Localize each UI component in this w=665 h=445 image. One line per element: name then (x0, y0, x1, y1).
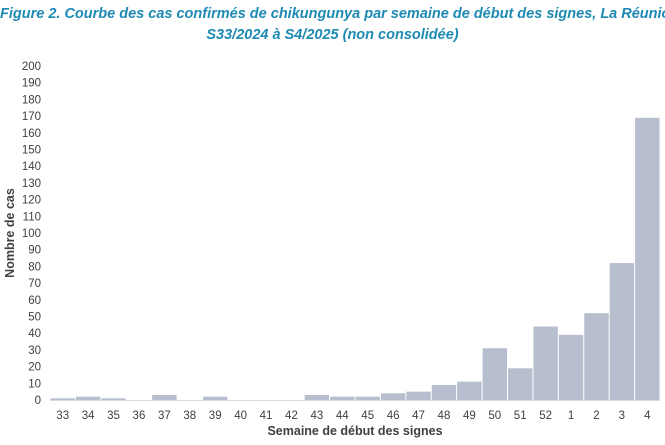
bars (50, 117, 660, 401)
y-tick-label: 180 (22, 94, 41, 106)
x-axis-label: Semaine de début des signes (267, 424, 442, 438)
x-tick-label: 40 (234, 410, 247, 422)
x-axis-ticks: 33 34 35 36 37 38 39 40 41 42 43 44 45 46 47 48 49 50 51 52… (56, 410, 651, 422)
y-tick-label: 90 (28, 245, 41, 257)
bar-week-37 (152, 394, 177, 400)
y-tick-label: 40 (28, 328, 41, 340)
bar-week-48 (431, 384, 457, 400)
bar-week-34 (75, 396, 101, 400)
x-tick-label: 2 (593, 410, 599, 422)
chart-title-line-2: S33/2024 à S4/2025 (non consolidée) (206, 27, 459, 43)
bar-week-4 (635, 117, 660, 401)
x-tick-label: 42 (285, 410, 298, 422)
bar-week-3 (609, 263, 635, 400)
bar-week-35 (101, 398, 126, 400)
bar-week-51 (508, 368, 533, 400)
bar-week-52 (533, 326, 558, 400)
bar-week-1 (558, 334, 584, 400)
x-tick-label: 33 (56, 410, 69, 422)
x-tick-label: 52 (539, 410, 552, 422)
y-tick-label: 10 (28, 378, 41, 390)
x-tick-label: 48 (438, 410, 451, 422)
x-tick-label: 35 (107, 410, 120, 422)
bar-week-43 (304, 394, 330, 400)
bar-week-50 (482, 348, 507, 400)
y-tick-label: 0 (35, 395, 41, 407)
x-tick-label: 1 (568, 410, 574, 422)
y-tick-label: 60 (28, 295, 41, 307)
bar-week-47 (406, 391, 431, 400)
y-tick-label: 80 (28, 261, 41, 273)
x-tick-label: 36 (133, 410, 146, 422)
x-tick-label: 45 (361, 410, 374, 422)
x-tick-label: 44 (336, 410, 349, 422)
y-axis-label: Nombre de cas (3, 188, 17, 278)
bar-week-44 (330, 396, 355, 400)
y-tick-label: 160 (22, 128, 41, 140)
x-tick-label: 38 (183, 410, 196, 422)
bar-week-49 (457, 381, 482, 400)
y-tick-label: 110 (23, 211, 41, 223)
chart-title-line-1: Figure 2. Courbe des cas confirmés de ch… (0, 6, 665, 22)
x-tick-label: 41 (260, 410, 273, 422)
x-tick-label: 43 (310, 410, 323, 422)
bar-week-2 (584, 313, 609, 400)
x-tick-label: 50 (488, 410, 501, 422)
y-axis-ticks: 0 10 20 30 40 50 60 70 80 90 100 110 120 130 140 150 160… (22, 61, 41, 407)
y-tick-label: 120 (22, 195, 41, 207)
y-tick-label: 190 (22, 78, 41, 90)
y-tick-label: 140 (22, 161, 41, 173)
y-tick-label: 30 (28, 345, 41, 357)
y-tick-label: 200 (22, 61, 41, 73)
chart-title: Figure 2. Courbe des cas confirmés de ch… (0, 4, 665, 46)
bar-week-33 (50, 398, 75, 400)
y-tick-label: 70 (28, 278, 41, 290)
bar-week-39 (203, 396, 228, 400)
y-tick-label: 20 (28, 362, 41, 374)
y-tick-label: 130 (22, 178, 41, 190)
bar-week-46 (380, 393, 406, 400)
x-tick-label: 46 (387, 410, 400, 422)
bar-week-45 (355, 396, 380, 400)
y-tick-label: 50 (28, 312, 41, 324)
x-tick-label: 39 (209, 410, 222, 422)
x-tick-label: 47 (412, 410, 425, 422)
x-tick-label: 37 (158, 410, 171, 422)
y-tick-label: 150 (22, 145, 41, 157)
x-tick-label: 51 (514, 410, 527, 422)
x-tick-label: 34 (82, 410, 95, 422)
y-tick-label: 100 (22, 228, 41, 240)
x-tick-label: 4 (644, 410, 651, 422)
x-tick-label: 49 (463, 410, 476, 422)
y-tick-label: 170 (22, 111, 41, 123)
x-tick-label: 3 (619, 410, 625, 422)
